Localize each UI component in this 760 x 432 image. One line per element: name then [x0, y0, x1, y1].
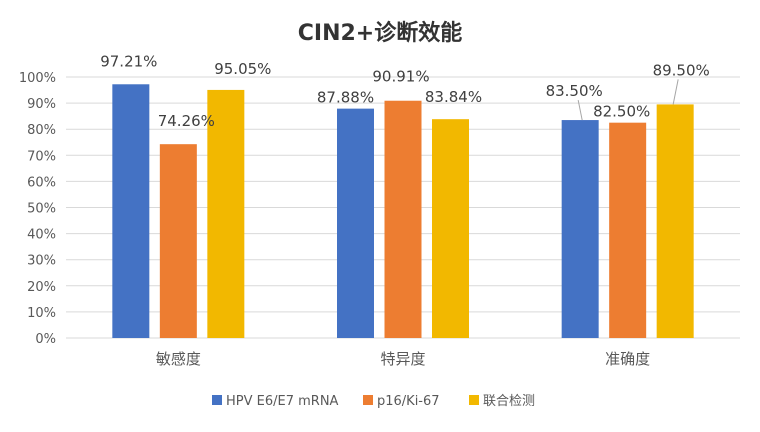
y-tick-label: 50% — [27, 202, 56, 217]
y-axis-ticks: 0% 10% 20% 30% 40% 50% 60% 70% 80% 90% 100% — [19, 71, 56, 347]
y-tick-label: 90% — [27, 97, 56, 112]
legend-swatch — [363, 395, 373, 405]
data-label: 82.50% — [593, 103, 650, 121]
data-label: 89.50% — [653, 61, 710, 79]
y-tick-label: 0% — [35, 332, 56, 347]
legend-label: p16/Ki-67 — [377, 394, 440, 409]
data-label: 74.26% — [158, 112, 215, 130]
legend-swatch — [469, 395, 479, 405]
y-tick-label: 20% — [27, 280, 56, 295]
chart-title: CIN2+诊断效能 — [298, 20, 463, 46]
y-tick-label: 60% — [27, 175, 56, 190]
bar — [207, 89, 245, 339]
y-tick-label: 80% — [27, 123, 56, 138]
bar — [159, 144, 197, 338]
x-category-label: 特异度 — [380, 350, 425, 368]
bar — [656, 104, 694, 338]
leader-line — [672, 79, 679, 105]
legend-label: 联合检测 — [483, 394, 535, 409]
data-label: 95.05% — [214, 60, 271, 78]
data-label: 83.50% — [546, 82, 603, 100]
x-category-label: 准确度 — [605, 350, 650, 368]
legend-swatch — [212, 395, 222, 405]
x-category-label: 敏感度 — [156, 350, 201, 368]
bar — [112, 84, 150, 339]
bar — [384, 100, 422, 338]
legend: HPV E6/E7 mRNA p16/Ki-67 联合检测 — [212, 394, 535, 409]
bar — [432, 119, 469, 338]
leader-line — [577, 99, 583, 121]
y-tick-label: 40% — [27, 228, 56, 243]
bar — [337, 108, 374, 338]
data-labels: 97.21% 74.26% 95.05% 87.88% 90.91% 83.84% 83.5… — [100, 52, 710, 130]
y-tick-label: 100% — [19, 71, 56, 86]
data-label: 97.21% — [100, 52, 157, 70]
y-tick-label: 70% — [27, 149, 56, 164]
bars — [112, 84, 694, 339]
data-label: 83.84% — [425, 88, 482, 106]
x-axis-categories: 敏感度 特异度 准确度 — [156, 350, 650, 368]
data-label: 87.88% — [317, 89, 374, 107]
y-tick-label: 10% — [27, 306, 56, 321]
bar — [609, 122, 647, 338]
bar — [561, 120, 599, 338]
legend-label: HPV E6/E7 mRNA — [226, 394, 339, 409]
y-tick-label: 30% — [27, 254, 56, 269]
data-label: 90.91% — [372, 68, 429, 86]
